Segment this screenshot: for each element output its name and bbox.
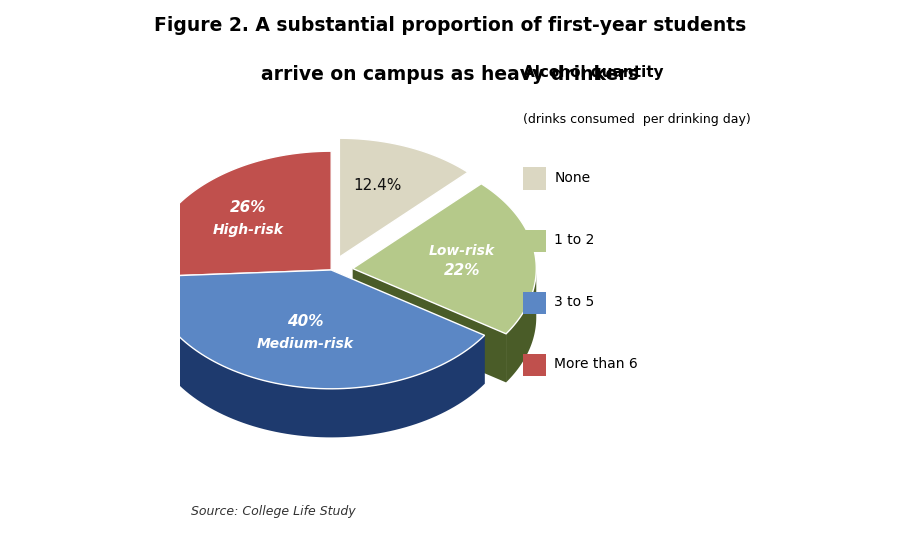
- Polygon shape: [353, 184, 536, 334]
- Polygon shape: [148, 276, 484, 437]
- Text: Figure 2. A substantial proportion of first-year students: Figure 2. A substantial proportion of fi…: [154, 16, 746, 35]
- Text: High-risk: High-risk: [213, 223, 284, 237]
- Polygon shape: [331, 270, 484, 384]
- Polygon shape: [148, 270, 331, 325]
- Polygon shape: [339, 138, 468, 257]
- Text: Medium-risk: Medium-risk: [256, 337, 354, 351]
- Polygon shape: [148, 270, 331, 325]
- Polygon shape: [148, 270, 484, 389]
- Text: 12.4%: 12.4%: [354, 178, 401, 193]
- Text: arrive on campus as heavy drinkers: arrive on campus as heavy drinkers: [261, 65, 639, 84]
- Text: 3 to 5: 3 to 5: [554, 295, 595, 309]
- Bar: [523, 292, 545, 314]
- Text: None: None: [554, 171, 590, 185]
- Text: Alcohol quantity: Alcohol quantity: [523, 65, 663, 80]
- Polygon shape: [148, 151, 331, 276]
- Polygon shape: [506, 267, 536, 382]
- Bar: [523, 354, 545, 376]
- Text: (drinks consumed  per drinking day): (drinks consumed per drinking day): [523, 113, 751, 126]
- Text: Low-risk: Low-risk: [429, 244, 495, 258]
- Text: More than 6: More than 6: [554, 357, 638, 372]
- Text: 40%: 40%: [287, 314, 323, 329]
- Text: 22%: 22%: [444, 263, 481, 278]
- Polygon shape: [353, 268, 506, 382]
- Bar: [523, 167, 545, 190]
- Text: 1 to 2: 1 to 2: [554, 233, 595, 247]
- Bar: [523, 230, 545, 252]
- Text: Source: College Life Study: Source: College Life Study: [191, 505, 356, 518]
- Text: 26%: 26%: [230, 200, 266, 215]
